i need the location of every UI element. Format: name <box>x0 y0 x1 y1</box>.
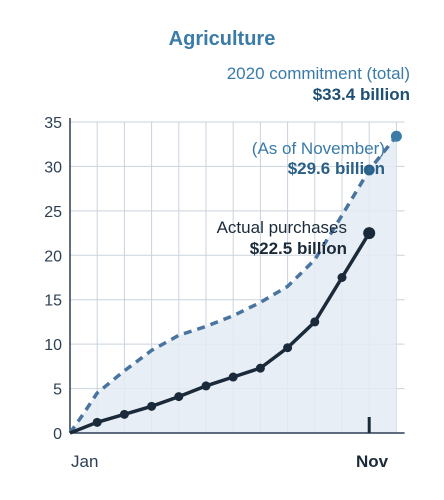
actual-point <box>147 401 157 411</box>
november-annotation: (As of November) $29.6 billion <box>192 139 385 179</box>
actual-annotation: Actual purchases $22.5 billion <box>190 217 347 259</box>
actual-point <box>283 343 293 353</box>
x-tick-nov: Nov <box>356 452 389 471</box>
actual-value: $22.5 billion <box>249 239 347 258</box>
november-label: (As of November) <box>251 139 385 158</box>
y-tick-label: 5 <box>53 382 62 399</box>
november-value: $29.6 billion <box>287 159 385 178</box>
commitment-annotation: 2020 commitment (total) $33.4 billion <box>227 63 410 105</box>
y-tick-labels: 0 5 10 15 20 25 30 35 <box>44 115 62 443</box>
y-tick-label: 0 <box>53 426 62 443</box>
total-commitment-point <box>390 130 402 142</box>
actual-point <box>337 273 347 282</box>
data-points <box>92 130 402 427</box>
y-tick-label: 25 <box>44 204 62 221</box>
commitment-area <box>70 136 397 433</box>
actual-point <box>255 363 265 373</box>
actual-purchases-line <box>69 232 371 435</box>
actual-point <box>310 317 320 327</box>
november-commitment-point <box>363 164 375 176</box>
actual-point <box>363 227 376 240</box>
y-tick-label: 15 <box>44 293 62 310</box>
y-tick-label: 30 <box>44 159 62 176</box>
x-tick-jan: Jan <box>71 452 99 471</box>
actual-point <box>201 381 211 391</box>
actual-label: Actual purchases <box>216 218 347 237</box>
y-tick-label: 35 <box>44 115 62 132</box>
chart-title: Agriculture <box>168 28 276 50</box>
actual-point <box>174 392 184 402</box>
actual-point <box>228 372 238 382</box>
commitment-label: 2020 commitment (total) <box>226 64 410 83</box>
y-tick-label: 20 <box>44 248 62 265</box>
commitment-value: $33.4 billion <box>312 85 410 104</box>
actual-point <box>92 417 102 427</box>
axes <box>69 118 405 434</box>
y-tick-label: 10 <box>44 337 62 354</box>
actual-point <box>119 409 129 419</box>
